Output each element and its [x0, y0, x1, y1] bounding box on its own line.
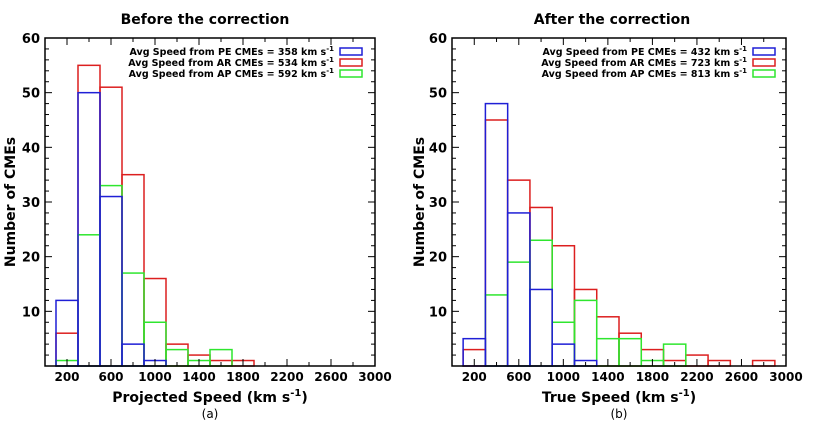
legend-label-ap: Avg Speed from AP CMEs = 813 km s-1 — [542, 67, 747, 80]
y-tick-label: 40 — [22, 141, 40, 156]
bar-pe — [529, 288, 553, 367]
legend-swatch-ar — [752, 58, 776, 67]
x-tick-label: 1400 — [591, 370, 624, 384]
x-tick-label: 1400 — [182, 370, 215, 384]
bar-ar — [529, 206, 553, 367]
legend-label-pe: Avg Speed from PE CMEs = 432 km s-1 — [542, 45, 747, 58]
x-tick-label: 1000 — [547, 370, 580, 384]
bar-pe — [506, 212, 531, 367]
series-pe — [55, 91, 167, 367]
y-axis-label: Number of CMEs — [412, 137, 428, 267]
x-tick-label: 2600 — [725, 370, 758, 384]
x-axis-label: True Speed (km s-1) — [542, 388, 696, 406]
series-ar — [462, 119, 776, 367]
bar-ar — [121, 173, 145, 367]
legend-label-pe: Avg Speed from PE CMEs = 358 km s-1 — [129, 45, 334, 58]
panel-sublabel: (a) — [202, 407, 219, 421]
x-tick-label: 3000 — [358, 370, 391, 384]
series-pe — [462, 102, 598, 367]
panel-before-correction: Before the correction 200 600 1000 1400 1800 2… — [3, 12, 392, 421]
legend-label-ar: Avg Speed from AR CMEs = 534 km s-1 — [128, 56, 334, 69]
y-axis-label: Number of CMEs — [3, 137, 19, 267]
y-tick-label: 50 — [22, 87, 40, 102]
bar-ap — [618, 337, 643, 367]
y-tick-label: 20 — [22, 251, 40, 266]
y-tick-label: 10 — [429, 305, 447, 320]
y-tick-label: 30 — [429, 196, 447, 211]
series-ap — [484, 239, 687, 367]
legend-swatch-ar — [339, 58, 363, 67]
bar-ap — [77, 234, 101, 367]
bar-ap — [573, 299, 598, 367]
x-axis-label: Projected Speed (km s-1) — [112, 388, 307, 406]
bar-ap — [529, 239, 553, 367]
x-tick-label: 2200 — [270, 370, 303, 384]
bar-ap — [121, 272, 145, 367]
x-tick-label: 2200 — [680, 370, 713, 384]
bar-ap — [484, 294, 509, 367]
chart-title: Before the correction — [121, 12, 290, 28]
bar-ar — [77, 64, 101, 367]
x-tick-label: 1000 — [138, 370, 171, 384]
legend-swatch-pe — [339, 47, 363, 56]
y-tick-label: 30 — [22, 196, 40, 211]
x-tick-label: 1800 — [226, 370, 259, 384]
panel-after-correction: After the correction 200 600 1000 1400 1800 22… — [412, 12, 803, 421]
panel-sublabel: (b) — [611, 407, 628, 421]
legend-swatch-pe — [752, 47, 776, 56]
legend-label-ar: Avg Speed from AR CMEs = 723 km s-1 — [541, 56, 747, 69]
chart-title: After the correction — [534, 12, 691, 28]
x-tick-label: 600 — [506, 370, 531, 384]
bar-pe — [77, 91, 101, 367]
x-tick-label: 3000 — [769, 370, 802, 384]
y-tick-label: 10 — [22, 305, 40, 320]
bar-ar — [551, 244, 576, 367]
y-tick-label: 60 — [22, 32, 40, 47]
legend-swatch-ap — [752, 69, 776, 78]
bar-ar — [595, 316, 620, 367]
legend-label-ap: Avg Speed from AP CMEs = 592 km s-1 — [129, 67, 334, 80]
series-ar — [55, 64, 255, 367]
bar-ap — [99, 184, 123, 367]
x-tick-label: 200 — [462, 370, 487, 384]
legend-swatch-ap — [339, 69, 363, 78]
bar-pe — [484, 102, 509, 367]
bar-ar — [506, 179, 531, 367]
bar-pe — [99, 195, 123, 367]
y-tick-label: 40 — [429, 141, 447, 156]
y-tick-label: 60 — [429, 32, 447, 47]
bar-ap — [506, 261, 531, 367]
x-tick-label: 200 — [54, 370, 79, 384]
x-tick-label: 2600 — [314, 370, 347, 384]
bar-ar — [99, 86, 123, 367]
y-tick-label: 50 — [429, 87, 447, 102]
bar-ar — [484, 119, 509, 367]
plot-frame — [44, 37, 376, 367]
x-tick-label: 600 — [98, 370, 123, 384]
x-tick-label: 1800 — [636, 370, 669, 384]
y-tick-label: 20 — [429, 251, 447, 266]
